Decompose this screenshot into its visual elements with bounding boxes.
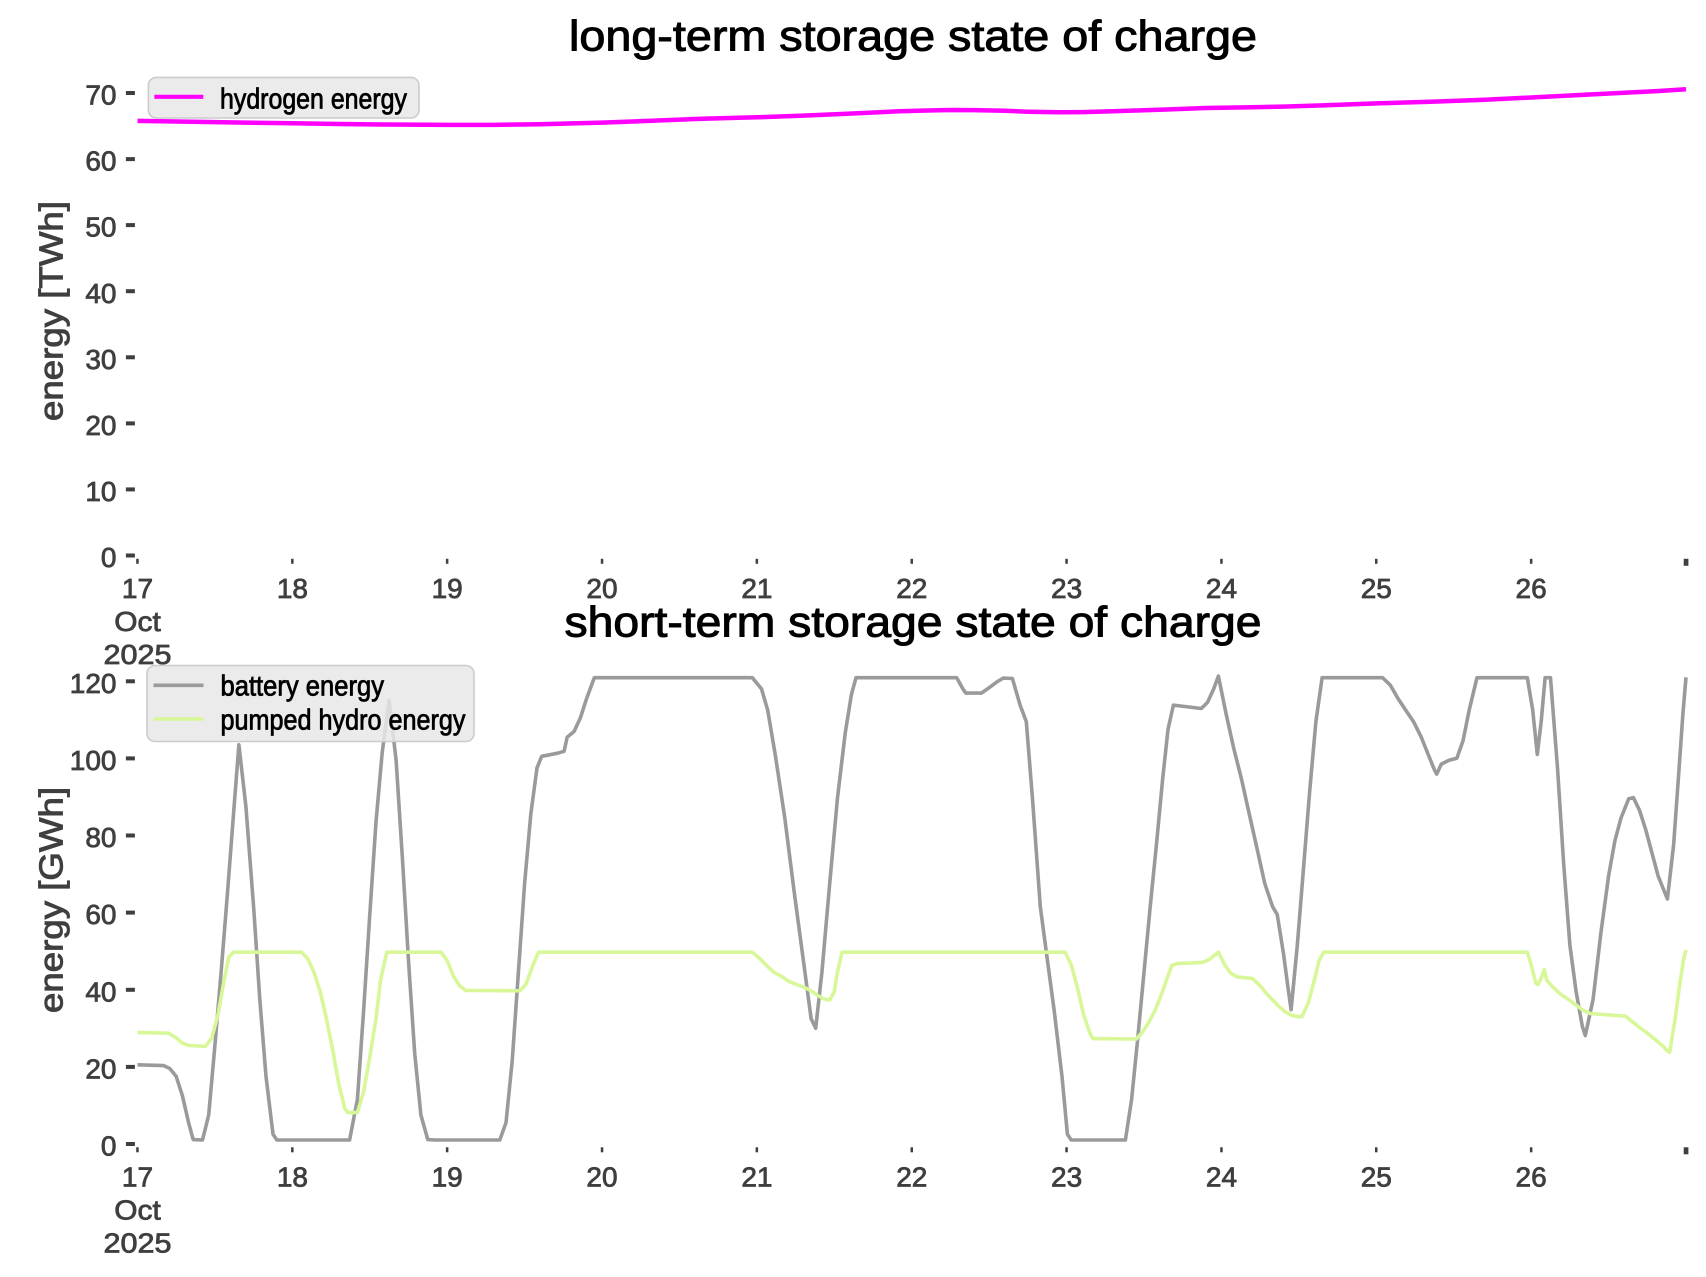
svg-text:26: 26: [1516, 573, 1547, 604]
svg-text:17: 17: [122, 573, 153, 604]
svg-text:24: 24: [1206, 1161, 1237, 1192]
svg-text:2025: 2025: [104, 1227, 172, 1258]
svg-text:30: 30: [85, 344, 116, 375]
svg-text:19: 19: [432, 1161, 463, 1192]
svg-text:battery energy: battery energy: [221, 670, 385, 702]
svg-text:pumped hydro energy: pumped hydro energy: [221, 704, 466, 736]
svg-text:18: 18: [277, 573, 308, 604]
svg-text:20: 20: [85, 1054, 116, 1085]
svg-text:70: 70: [85, 80, 116, 111]
svg-text:energy [GWh]: energy [GWh]: [33, 787, 70, 1013]
svg-text:0: 0: [101, 1131, 117, 1162]
svg-text:50: 50: [85, 212, 116, 243]
svg-text:60: 60: [85, 146, 116, 177]
svg-text:10: 10: [85, 476, 116, 507]
svg-text:hydrogen energy: hydrogen energy: [220, 83, 407, 115]
svg-text:23: 23: [1051, 573, 1082, 604]
svg-text:40: 40: [85, 976, 116, 1007]
svg-text:Oct: Oct: [114, 1194, 161, 1225]
svg-text:short-term storage state of ch: short-term storage state of charge: [565, 599, 1262, 647]
svg-text:40: 40: [85, 278, 116, 309]
svg-text:24: 24: [1206, 573, 1237, 604]
svg-text:26: 26: [1516, 1161, 1547, 1192]
svg-text:long-term storage state of cha: long-term storage state of charge: [569, 13, 1257, 61]
svg-text:100: 100: [70, 745, 117, 776]
svg-text:23: 23: [1051, 1161, 1082, 1192]
svg-text:21: 21: [741, 573, 772, 604]
svg-text:17: 17: [122, 1161, 153, 1192]
svg-text:19: 19: [432, 573, 463, 604]
svg-text:20: 20: [586, 573, 617, 604]
svg-text:21: 21: [741, 1161, 772, 1192]
svg-text:0: 0: [101, 542, 117, 573]
svg-text:120: 120: [70, 668, 117, 699]
svg-text:20: 20: [586, 1161, 617, 1192]
svg-text:22: 22: [896, 573, 927, 604]
svg-text:20: 20: [85, 410, 116, 441]
svg-text:Oct: Oct: [114, 606, 161, 637]
svg-text:60: 60: [85, 899, 116, 930]
svg-text:energy [TWh]: energy [TWh]: [33, 201, 70, 421]
svg-text:25: 25: [1361, 1161, 1392, 1192]
svg-text:80: 80: [85, 822, 116, 853]
svg-text:25: 25: [1361, 573, 1392, 604]
svg-text:22: 22: [896, 1161, 927, 1192]
svg-text:18: 18: [277, 1161, 308, 1192]
